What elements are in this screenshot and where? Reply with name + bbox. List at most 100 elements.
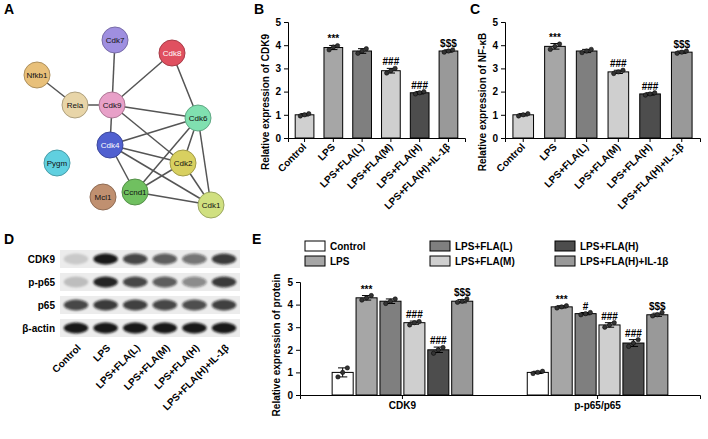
x-tick <box>448 138 449 142</box>
bar <box>356 298 377 395</box>
blot-strip <box>60 273 240 291</box>
row-label: β-actin <box>22 323 55 334</box>
tick: 5 <box>287 277 300 288</box>
data-point <box>580 50 584 54</box>
legend-swatch <box>430 256 450 266</box>
data-point <box>548 47 552 51</box>
edge <box>110 145 211 205</box>
y-axis-title: Relative expression of NF-κB <box>477 33 488 171</box>
tick: p-p65/p65 <box>574 395 621 411</box>
edge <box>135 118 198 192</box>
tick: 3 <box>275 63 288 74</box>
annotation: *** <box>327 33 339 44</box>
band <box>153 300 178 311</box>
y-tick-label: 3 <box>275 63 281 74</box>
x-tick <box>618 138 619 142</box>
blot-strip <box>60 250 240 268</box>
node-label: Pygm <box>47 159 68 168</box>
x-tick <box>554 138 555 142</box>
bar <box>599 325 620 395</box>
x-axis: CDK9p-p65/p65 <box>301 395 701 411</box>
bar <box>576 51 597 138</box>
data-point <box>675 51 679 55</box>
x-tick <box>586 138 587 142</box>
y-tick-label: 5 <box>275 17 281 28</box>
data-point <box>588 310 592 314</box>
node-group: Cdk1 <box>198 192 224 218</box>
tick: LPS+FLA(H)+IL-1β <box>382 138 452 211</box>
tick: LPS <box>537 138 559 163</box>
bar <box>428 350 449 395</box>
tick: 0 <box>492 133 505 144</box>
band <box>93 300 118 311</box>
y-tick <box>296 395 300 396</box>
band <box>182 277 207 288</box>
axis-line <box>296 283 301 396</box>
y-axis-title: Relative expression of protein <box>271 274 282 417</box>
western-blot: CDK9p-p65p65β-actinControlLPSLPS+FLA(L)L… <box>22 250 240 412</box>
tick: Control <box>276 138 309 174</box>
data-point <box>327 48 331 52</box>
y-tick <box>296 305 300 306</box>
data-point <box>616 70 620 74</box>
bar <box>513 115 534 138</box>
legend: ControlLPSLPS+FLA(L)LPS+FLA(M)LPS+FLA(H)… <box>305 241 668 267</box>
blot-strip <box>60 319 240 337</box>
data-point <box>589 47 593 51</box>
tick: 5 <box>492 17 505 28</box>
data-point <box>650 314 654 318</box>
node-group: Cdk7 <box>102 27 128 53</box>
x-tick <box>402 395 403 399</box>
band <box>64 277 89 288</box>
y-tick-label: 1 <box>275 110 281 121</box>
x-tick <box>304 138 305 142</box>
node <box>99 92 125 118</box>
row-label: p65 <box>38 300 56 311</box>
band <box>182 300 207 311</box>
legend-swatch <box>555 241 575 251</box>
data-point <box>331 45 335 49</box>
legend-swatch <box>305 241 325 251</box>
x-tick <box>681 138 682 142</box>
node <box>102 27 128 53</box>
band <box>212 323 237 334</box>
data-point <box>516 114 520 118</box>
tick: 4 <box>275 40 288 51</box>
band <box>212 254 237 265</box>
y-tick-label: 5 <box>287 277 293 288</box>
band <box>123 323 148 334</box>
data-point <box>446 49 450 53</box>
data-point <box>584 49 588 53</box>
legend-swatch <box>430 241 450 251</box>
node-label: Ccnd1 <box>123 188 147 197</box>
lane-label: LPS+FLA(H)+IL-1β <box>161 342 231 412</box>
tick: LPS+FLA(H)+IL-1β <box>615 138 685 211</box>
row-label: p-p65 <box>28 277 55 288</box>
bar <box>623 343 644 395</box>
node-label: Cdk7 <box>106 36 125 45</box>
legend-swatch <box>305 256 325 266</box>
figure: ABCDENfkb1RelaCdk7Cdk9Cdk8Cdk6Cdk4Cdk2Cc… <box>0 0 708 439</box>
x-tick <box>362 138 363 142</box>
data-point <box>607 323 611 327</box>
node-group: Ccnd1 <box>122 179 148 205</box>
tick: 2 <box>275 86 288 97</box>
edges <box>37 40 211 205</box>
node-label: Cdk1 <box>202 201 221 210</box>
bar <box>671 52 692 138</box>
data-point <box>559 305 563 309</box>
grouped-bar-chart: ******#############$$$$$$012345Relative … <box>271 274 701 417</box>
axis-line <box>289 139 466 143</box>
tick: 1 <box>275 110 288 121</box>
data-point <box>298 114 302 118</box>
node-group: Cdk4 <box>97 132 123 158</box>
tick: 2 <box>287 345 300 356</box>
node <box>97 132 123 158</box>
y-tick <box>501 115 505 116</box>
y-tick <box>501 138 505 139</box>
y-tick <box>284 138 288 139</box>
band <box>64 300 89 311</box>
annotation: ### <box>430 335 447 346</box>
tick: 4 <box>287 299 300 310</box>
tick: 4 <box>492 40 505 51</box>
